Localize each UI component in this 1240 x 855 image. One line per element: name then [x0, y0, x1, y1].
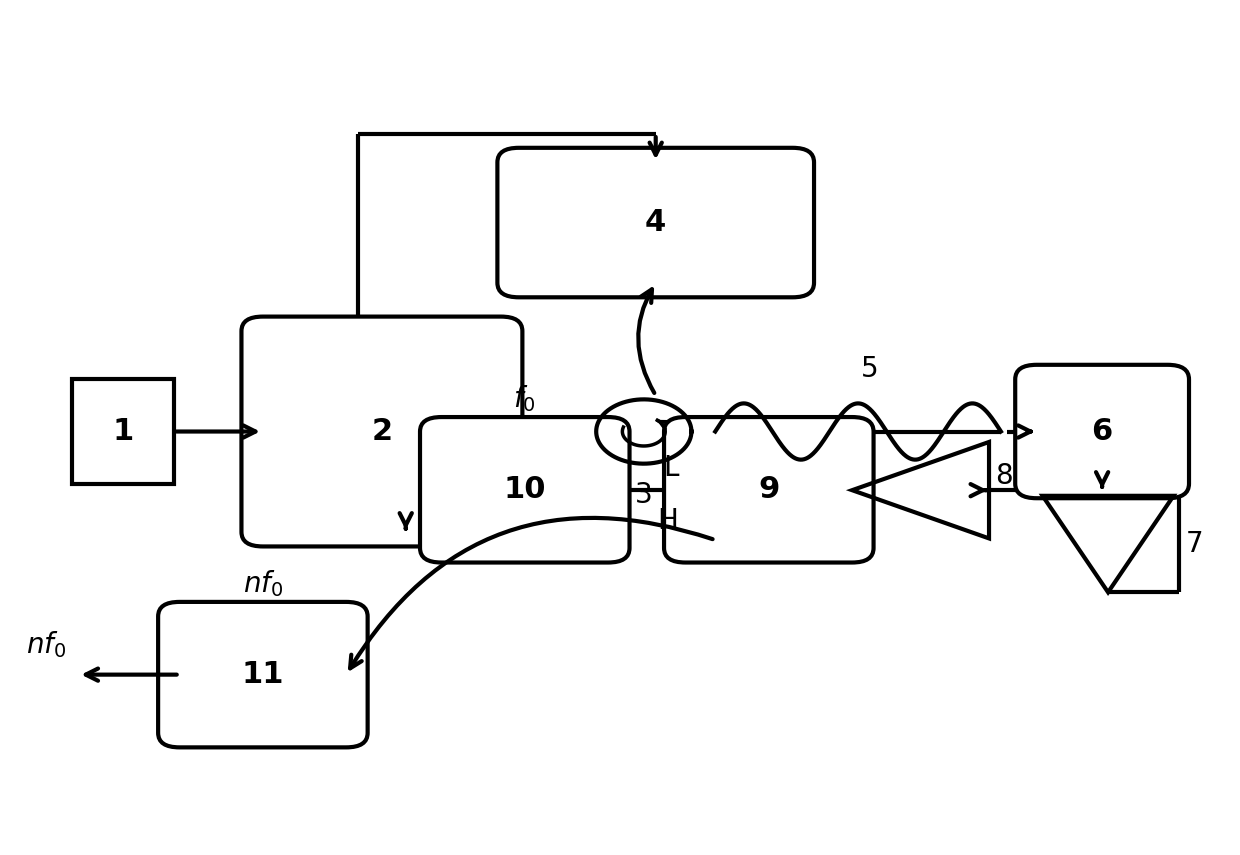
Text: $nf_0$: $nf_0$	[26, 629, 67, 660]
Text: H: H	[657, 508, 678, 535]
FancyBboxPatch shape	[497, 148, 813, 298]
Text: 6: 6	[1091, 417, 1112, 446]
Text: 4: 4	[645, 208, 666, 237]
FancyArrowPatch shape	[639, 289, 655, 393]
Text: 5: 5	[861, 356, 879, 383]
Text: 2: 2	[371, 417, 393, 446]
Text: $nf_0$: $nf_0$	[243, 568, 283, 598]
FancyBboxPatch shape	[1016, 365, 1189, 498]
Text: L: L	[663, 454, 678, 481]
Text: 9: 9	[758, 475, 780, 504]
Bar	[72, 380, 174, 484]
Text: 11: 11	[242, 660, 284, 689]
FancyBboxPatch shape	[420, 417, 630, 563]
Text: 1: 1	[113, 417, 134, 446]
FancyBboxPatch shape	[665, 417, 873, 563]
Text: 8: 8	[994, 462, 1013, 490]
Text: 10: 10	[503, 475, 546, 504]
FancyArrowPatch shape	[350, 518, 713, 669]
FancyBboxPatch shape	[242, 316, 522, 546]
Text: 3: 3	[635, 481, 652, 510]
Text: 7: 7	[1185, 530, 1203, 558]
FancyBboxPatch shape	[159, 602, 367, 747]
Text: $f_0$: $f_0$	[513, 383, 536, 414]
